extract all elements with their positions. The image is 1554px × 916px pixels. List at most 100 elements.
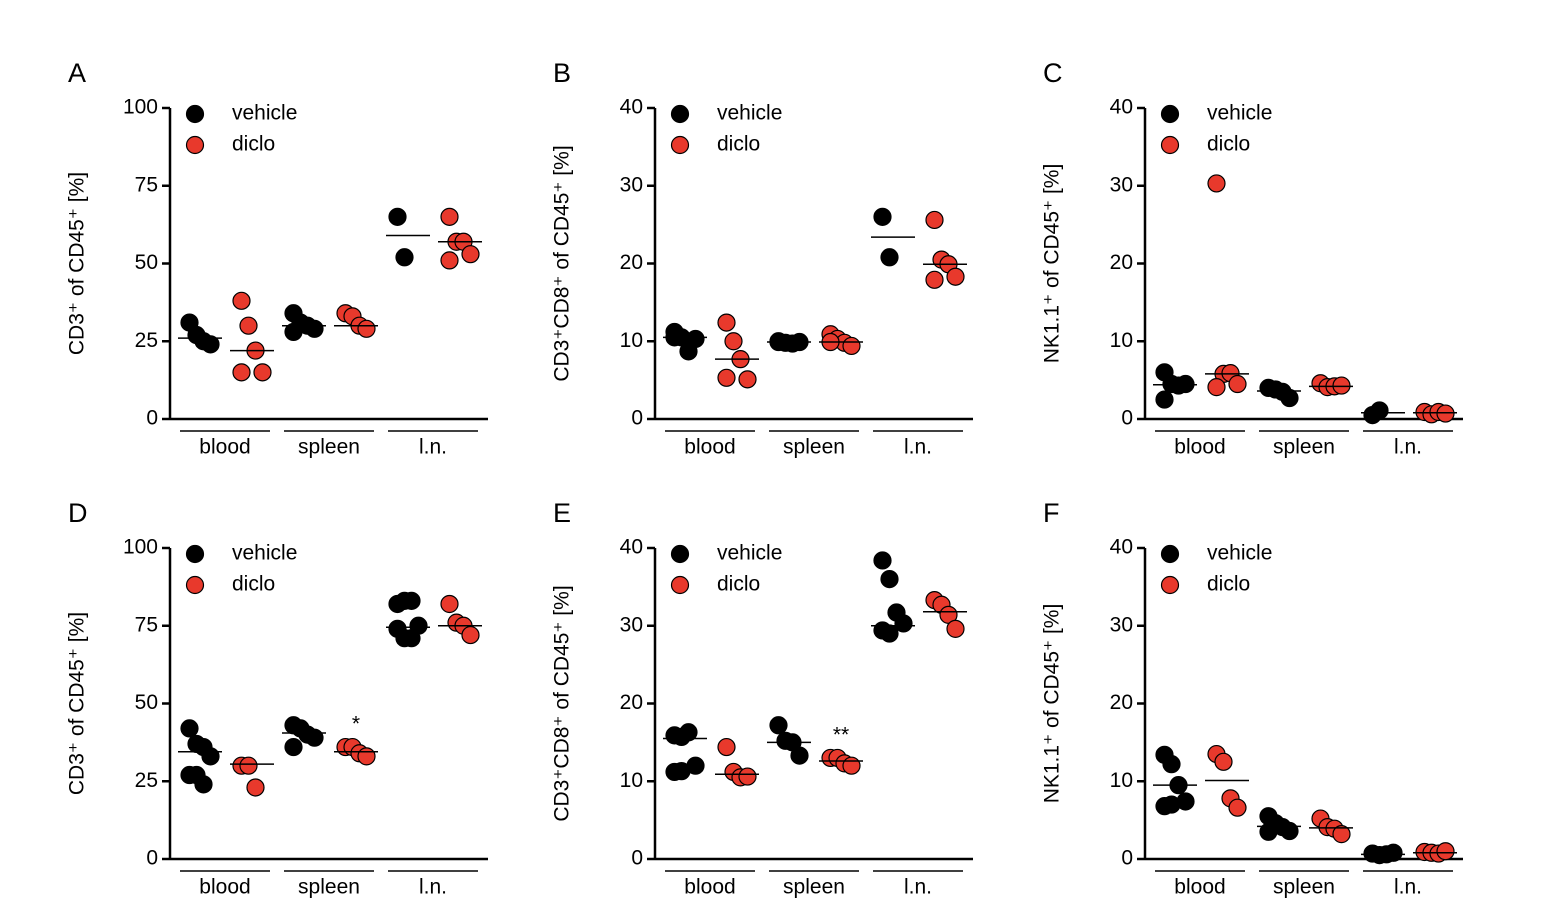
data-point (194, 775, 213, 794)
legend-marker (1160, 104, 1180, 124)
x-tick-label: l.n. (419, 876, 447, 899)
y-tick-label: 75 (135, 613, 158, 636)
y-tick-label: 25 (135, 769, 158, 792)
data-point (873, 207, 892, 226)
y-tick-label: 20 (620, 251, 643, 274)
y-tick-label: 40 (1110, 96, 1133, 119)
x-tick-label: blood (199, 436, 250, 459)
x-tick-label: l.n. (419, 436, 447, 459)
y-tick-label: 20 (1110, 251, 1133, 274)
legend-label: diclo (717, 133, 760, 156)
y-tick-label: 25 (135, 329, 158, 352)
y-tick-label: 40 (620, 536, 643, 559)
data-point (180, 719, 199, 738)
data-point (305, 728, 324, 747)
y-tick-label: 30 (1110, 173, 1133, 196)
data-point (402, 591, 421, 610)
x-tick-label: spleen (783, 876, 845, 899)
y-tick-label: 20 (620, 691, 643, 714)
data-point (284, 322, 303, 342)
data-point (925, 210, 944, 230)
data-point (1162, 795, 1181, 814)
significance-annotation: * (352, 713, 360, 736)
data-point (686, 329, 705, 349)
x-tick-label: spleen (783, 436, 845, 459)
y-axis-label: CD3⁺ of CD45⁺ [%] (66, 612, 89, 795)
legend-label: vehicle (232, 542, 297, 565)
x-tick-label: l.n. (904, 876, 932, 899)
data-point (1370, 401, 1389, 420)
legend-label: diclo (717, 573, 760, 596)
data-point (357, 747, 376, 766)
y-axis-label: NK1.1⁺ of CD45⁺ [%] (1041, 164, 1064, 364)
data-point (894, 614, 913, 633)
data-point (201, 747, 220, 766)
data-point (402, 629, 421, 648)
data-point (925, 270, 944, 289)
data-point (440, 207, 459, 226)
legend-marker (670, 575, 690, 595)
legend-marker (670, 544, 690, 564)
data-point (461, 245, 480, 264)
x-tick-label: spleen (1273, 876, 1335, 899)
data-point (665, 322, 684, 342)
y-tick-label: 50 (135, 691, 158, 714)
data-point (388, 207, 407, 226)
legend-marker (1160, 575, 1180, 595)
y-tick-label: 10 (1110, 329, 1133, 352)
data-point (1266, 814, 1285, 834)
x-tick-label: spleen (298, 436, 360, 459)
data-point (724, 332, 743, 351)
data-point (239, 756, 258, 775)
x-tick-label: spleen (298, 876, 360, 899)
panel-label: E (553, 498, 571, 528)
x-tick-label: blood (1174, 436, 1225, 459)
data-point (1214, 752, 1233, 771)
legend-label: vehicle (717, 542, 782, 565)
data-point (305, 319, 324, 338)
y-tick-label: 40 (620, 96, 643, 119)
data-point (461, 625, 480, 645)
data-point (1207, 174, 1226, 193)
data-point (717, 368, 736, 387)
data-point (873, 551, 892, 570)
panel: B CD3⁺CD8⁺ of CD45⁺ [%] 0 10 20 30 40 blood sple… (551, 58, 973, 459)
legend-marker (670, 135, 690, 155)
legend-marker (670, 104, 690, 124)
data-point (1207, 378, 1226, 397)
y-tick-label: 0 (1121, 407, 1133, 430)
data-point (738, 370, 757, 389)
data-point (246, 778, 265, 797)
x-tick-label: l.n. (1394, 436, 1422, 459)
panel: C NK1.1⁺ of CD45⁺ [%] 0 10 20 30 40 blood spleen… (1041, 58, 1463, 459)
y-tick-label: 0 (146, 847, 158, 870)
data-point (880, 248, 899, 267)
data-point (842, 756, 861, 775)
x-tick-label: spleen (1273, 436, 1335, 459)
legend-marker (185, 575, 205, 595)
y-axis-label: CD3⁺CD8⁺ of CD45⁺ [%] (551, 145, 574, 381)
data-point (880, 569, 899, 589)
y-tick-label: 40 (1110, 536, 1133, 559)
data-point (253, 363, 272, 382)
y-axis-label: NK1.1⁺ of CD45⁺ [%] (1041, 604, 1064, 804)
data-point (284, 737, 303, 757)
y-tick-label: 0 (631, 847, 643, 870)
y-tick-label: 75 (135, 173, 158, 196)
panel-label: C (1043, 58, 1063, 88)
data-point (201, 335, 220, 354)
data-point (357, 319, 376, 338)
data-point (717, 737, 736, 757)
data-point (395, 248, 414, 267)
y-tick-label: 10 (1110, 769, 1133, 792)
data-point (1228, 374, 1247, 394)
legend-label: diclo (232, 133, 275, 156)
y-tick-label: 30 (620, 173, 643, 196)
data-point (946, 267, 965, 286)
y-tick-label: 10 (620, 769, 643, 792)
data-point (880, 624, 899, 643)
legend-label: vehicle (717, 102, 782, 125)
data-point (679, 723, 698, 742)
y-axis-label: CD3⁺CD8⁺ of CD45⁺ [%] (551, 585, 574, 821)
